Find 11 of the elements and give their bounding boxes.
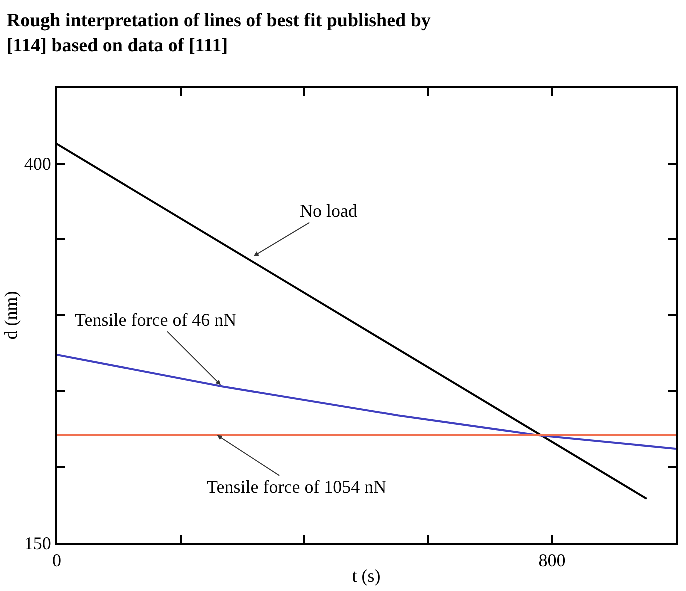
annotation: Tensile force of 46 nN [75,310,237,330]
line-series [57,354,676,450]
chart-title: Rough interpretation of lines of best fit published by [114] based on data of [111] [6,10,432,56]
x-tick-label: 0 [52,550,62,571]
annotation: No load [300,201,358,221]
annotation: Tensile force of 1054 nN [207,477,387,497]
y-tick-label: 150 [24,533,52,554]
x-axis-title: t (s) [352,566,381,586]
y-tick-label: 400 [24,154,52,174]
x-tick-label: 800 [538,550,566,571]
y-axis-title: d (nm) [1,291,22,340]
